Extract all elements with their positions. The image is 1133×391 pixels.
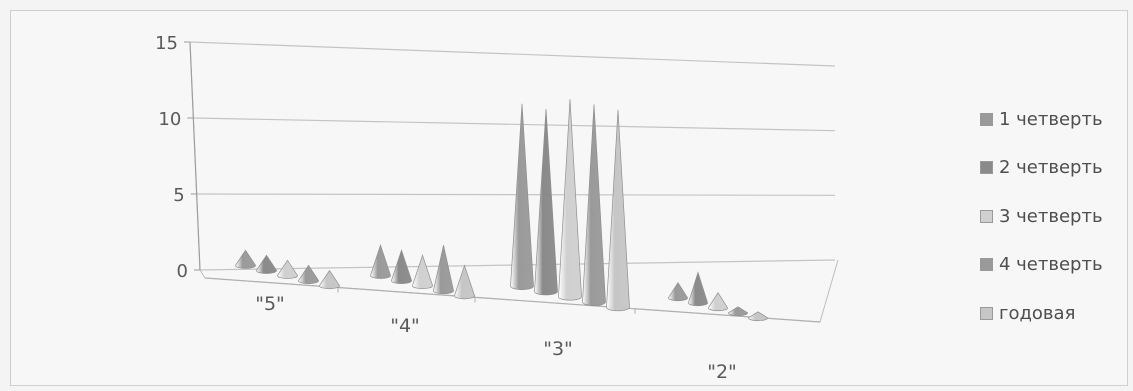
x-category-label: "5" bbox=[255, 293, 285, 315]
cone-2-четверть-0 bbox=[256, 254, 277, 274]
cone-body bbox=[748, 311, 768, 322]
cone-body bbox=[319, 269, 340, 290]
cone-body bbox=[728, 306, 748, 317]
cone-body bbox=[391, 249, 412, 284]
cone-3-четверть-1 bbox=[412, 254, 433, 290]
y-tick-label: 15 bbox=[155, 33, 178, 54]
cone-4-четверть-3 bbox=[728, 306, 748, 317]
cone-body bbox=[606, 109, 630, 312]
cone-body bbox=[454, 264, 475, 300]
legend-item: 4 четверть bbox=[980, 241, 1130, 290]
x-axis bbox=[204, 277, 821, 323]
y-tick-label: 5 bbox=[173, 185, 184, 206]
cone-body bbox=[277, 259, 298, 279]
legend: 1 четверть 2 четверть 3 четверть 4 четверть… bbox=[980, 95, 1130, 338]
cone-3-четверть-0 bbox=[277, 259, 298, 279]
gridline-5 bbox=[196, 193, 836, 196]
legend-item: 3 четверть bbox=[980, 192, 1130, 241]
cone-body bbox=[668, 281, 688, 302]
cone-body bbox=[370, 244, 391, 279]
cone-1-четверть-0 bbox=[235, 249, 256, 269]
legend-label: 1 четверть bbox=[999, 108, 1103, 130]
cone-4-четверть-2 bbox=[582, 104, 606, 306]
cone-body bbox=[298, 264, 319, 285]
legend-item: 1 четверть bbox=[980, 95, 1130, 144]
legend-swatch bbox=[980, 306, 993, 320]
y-axis bbox=[189, 41, 201, 271]
cone-годовая-0 bbox=[319, 269, 340, 290]
cone-2-четверть-3 bbox=[688, 271, 708, 307]
legend-label: годовая bbox=[999, 302, 1076, 324]
y-tick-label: 10 bbox=[158, 109, 181, 130]
legend-swatch bbox=[980, 258, 993, 272]
legend-item: 2 четверть bbox=[980, 144, 1130, 193]
x-category-label: "4" bbox=[390, 315, 420, 337]
cone-4-четверть-1 bbox=[433, 245, 454, 295]
cone-body bbox=[582, 104, 606, 306]
cone-4-четверть-0 bbox=[298, 264, 319, 285]
cone-2-четверть-1 bbox=[391, 249, 412, 284]
cone-годовая-2 bbox=[606, 109, 630, 312]
cones bbox=[235, 99, 768, 322]
cone-body bbox=[534, 109, 558, 296]
gridline-10 bbox=[193, 117, 836, 132]
cone-body bbox=[412, 254, 433, 290]
cone-body bbox=[708, 291, 728, 312]
cone-body bbox=[688, 271, 708, 307]
labels: 0 5 10 15 "5" "4" "3" "2" bbox=[155, 33, 737, 383]
legend-swatch bbox=[980, 209, 993, 223]
cone-1-четверть-2 bbox=[510, 103, 534, 290]
cone-body bbox=[256, 254, 277, 274]
cone-body bbox=[433, 245, 454, 295]
cone-годовая-1 bbox=[454, 264, 475, 300]
axes bbox=[184, 41, 821, 323]
cone-годовая-3 bbox=[748, 311, 768, 322]
cone-1-четверть-1 bbox=[370, 244, 391, 279]
cone-body bbox=[235, 249, 256, 269]
cone-body bbox=[510, 103, 534, 290]
y-tick-label: 0 bbox=[177, 261, 188, 282]
legend-label: 4 четверть bbox=[999, 254, 1103, 276]
cone-1-четверть-3 bbox=[668, 281, 688, 302]
legend-swatch bbox=[980, 112, 993, 126]
cone-body bbox=[558, 99, 582, 301]
legend-label: 3 четверть bbox=[999, 205, 1103, 227]
legend-label: 2 четверть bbox=[999, 157, 1103, 179]
gridlines bbox=[189, 41, 836, 271]
legend-item: годовая bbox=[980, 289, 1130, 338]
x-category-label: "2" bbox=[707, 361, 737, 383]
cone-2-четверть-2 bbox=[534, 109, 558, 296]
cone-3-четверть-2 bbox=[558, 99, 582, 301]
x-category-label: "3" bbox=[543, 338, 573, 360]
legend-swatch bbox=[980, 161, 993, 175]
cone-3-четверть-3 bbox=[708, 291, 728, 312]
gridline-15 bbox=[189, 41, 836, 67]
